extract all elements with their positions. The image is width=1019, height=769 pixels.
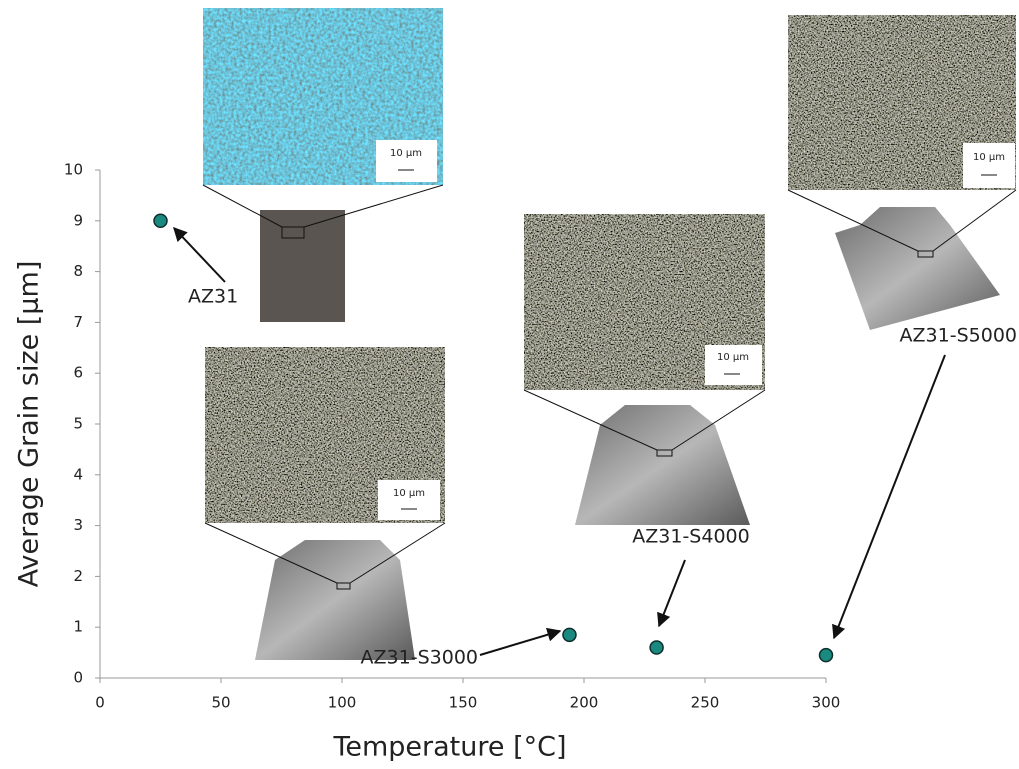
arrow bbox=[832, 354, 946, 640]
point bbox=[153, 213, 168, 229]
scale-box bbox=[705, 345, 762, 385]
specimen bbox=[575, 405, 750, 525]
y-tick-label: 2 bbox=[73, 567, 83, 585]
inset-s5000: 10 µm bbox=[787, 15, 1017, 330]
x-tick-label: 250 bbox=[691, 694, 720, 712]
arrow bbox=[479, 627, 562, 656]
x-tick-label: 0 bbox=[95, 694, 105, 712]
y-tick-label: 10 bbox=[64, 161, 83, 179]
zoom-line bbox=[349, 522, 446, 584]
annotation: AZ31-S5000 bbox=[900, 325, 1017, 347]
arrow bbox=[657, 559, 686, 628]
x-tick-label: 50 bbox=[211, 694, 230, 712]
x-axis-label: Temperature [°C] bbox=[332, 732, 566, 763]
inset-s4000: 10 µm bbox=[523, 214, 766, 525]
scale-box bbox=[963, 143, 1015, 188]
scale-box bbox=[378, 480, 440, 520]
y-tick-label: 9 bbox=[73, 211, 83, 229]
x-tick-label: 100 bbox=[328, 694, 357, 712]
scale-box bbox=[376, 140, 437, 182]
annotation: AZ31 bbox=[188, 286, 238, 308]
point bbox=[562, 627, 577, 643]
region bbox=[917, 250, 934, 258]
specimen bbox=[835, 207, 1000, 330]
scale-label: 10 µm bbox=[717, 352, 749, 363]
region bbox=[656, 449, 673, 457]
y-tick-label: 8 bbox=[73, 262, 83, 280]
arrow bbox=[173, 226, 226, 283]
point bbox=[649, 640, 664, 655]
y-tick-label: 3 bbox=[73, 516, 83, 534]
zoom-line bbox=[932, 189, 1017, 252]
scale-label: 10 µm bbox=[973, 152, 1005, 163]
y-tick-label: 0 bbox=[73, 669, 83, 687]
y-axis-label: Average Grain size [µm] bbox=[14, 261, 45, 588]
point bbox=[818, 647, 834, 663]
zoom-line bbox=[787, 189, 919, 252]
specimen bbox=[255, 540, 415, 660]
region bbox=[281, 226, 305, 239]
zoom-line bbox=[202, 184, 283, 228]
inset-az31: 10 µm bbox=[202, 8, 444, 322]
y-tick-label: 6 bbox=[73, 364, 83, 382]
x-tick-label: 300 bbox=[812, 694, 841, 712]
annotation: AZ31-S3000 bbox=[361, 647, 478, 669]
zoom-line bbox=[303, 184, 444, 228]
specimen bbox=[260, 210, 345, 322]
y-tick-label: 4 bbox=[73, 465, 83, 483]
zoom-line bbox=[204, 522, 338, 584]
scale-label: 10 µm bbox=[390, 148, 422, 159]
scale-label: 10 µm bbox=[393, 488, 425, 499]
y-tick-label: 7 bbox=[73, 313, 83, 331]
inset-s3000: 10 µm bbox=[204, 347, 446, 660]
zoom-line bbox=[671, 389, 766, 451]
x-tick-label: 150 bbox=[449, 694, 478, 712]
zoom-line bbox=[523, 389, 658, 451]
x-tick-label: 200 bbox=[570, 694, 599, 712]
y-tick-label: 1 bbox=[73, 618, 83, 636]
region bbox=[336, 582, 351, 590]
y-tick-label: 5 bbox=[73, 415, 83, 433]
annotation: AZ31-S4000 bbox=[632, 526, 749, 548]
